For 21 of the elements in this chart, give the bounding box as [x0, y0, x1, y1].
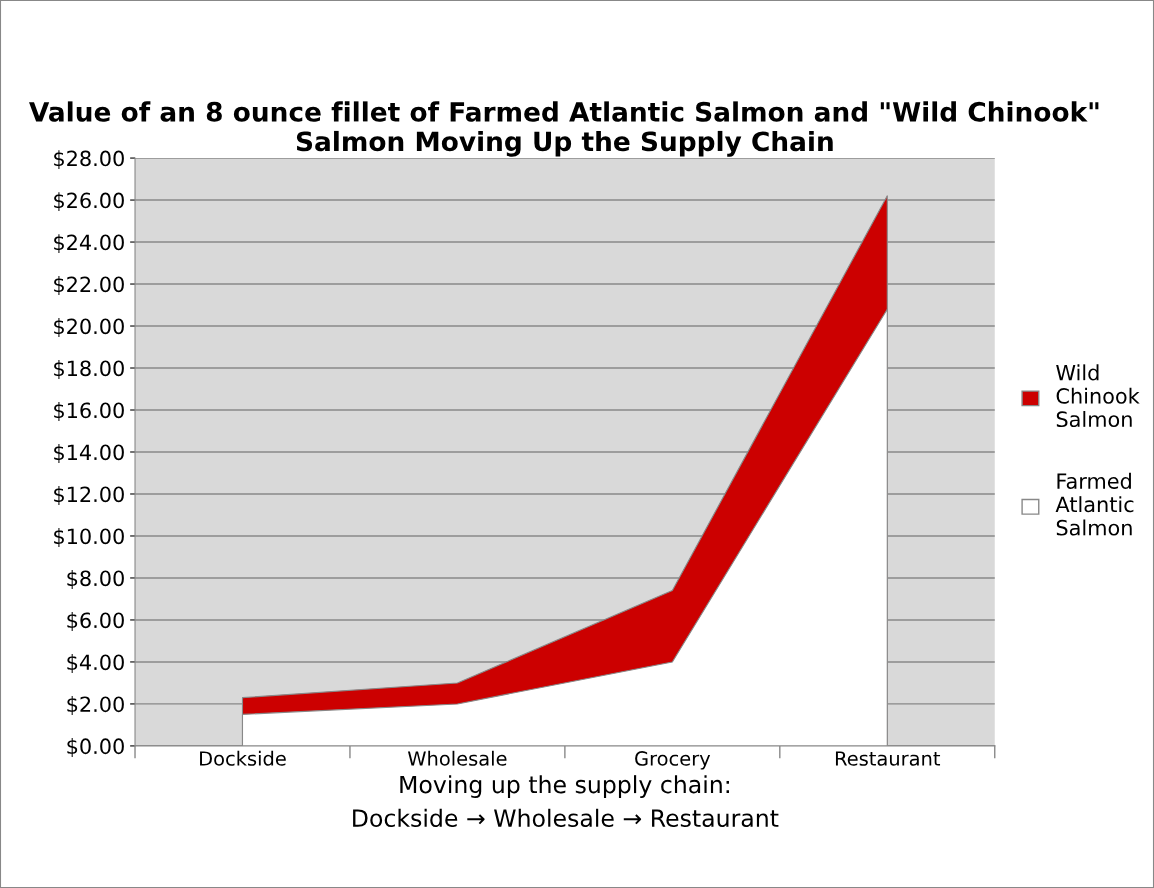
y-tick-label: $12.00	[54, 486, 124, 505]
x-tick-label: Wholesale	[407, 750, 507, 766]
y-tick-label: $18.00	[54, 360, 124, 379]
y-tick-label: $6.00	[67, 612, 124, 631]
x-tick-label: Grocery	[635, 751, 711, 770]
y-tick-label: $26.00	[54, 192, 124, 212]
y-tick-label: $20.00	[54, 318, 124, 337]
x-axis-title: Moving up the supply chain: Dockside → Wholesale → Restaurant	[353, 775, 779, 828]
y-tick-label: $8.00	[67, 570, 124, 589]
y-tick-label: $0.00	[67, 738, 124, 757]
legend-label: Farmed Atlantic Salmon	[1055, 472, 1134, 536]
y-tick-label: $2.00	[67, 696, 124, 715]
x-tick-label: Dockside	[200, 750, 286, 766]
y-tick-label: $4.00	[67, 654, 124, 673]
x-tick-label: Restaurant	[835, 751, 941, 766]
y-tick-label: $24.00	[54, 234, 124, 254]
legend-label: Wild Chinook Salmon	[1056, 364, 1140, 428]
y-tick-label: $14.00	[54, 444, 124, 463]
y-tick-label: $10.00	[54, 528, 124, 547]
y-tick-label: $16.00	[54, 402, 124, 421]
y-tick-label: $22.00	[54, 276, 124, 296]
